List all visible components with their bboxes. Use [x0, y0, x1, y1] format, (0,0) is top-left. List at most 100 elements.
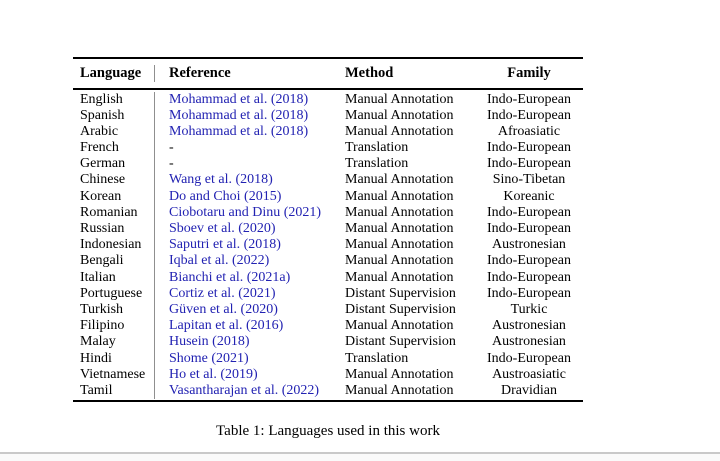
table-row: Tamil Vasantharajan et al. (2022) Manual… [73, 382, 583, 400]
reference-cell: Bianchi et al. (2021a) [155, 270, 345, 286]
citation-link[interactable]: Mohammad et al. (2018) [169, 123, 309, 139]
method-cell: Manual Annotation [345, 107, 454, 123]
family-cell: Indo-European [487, 285, 571, 301]
table-row: Filipino Lapitan et al. (2016) Manual An… [73, 318, 583, 335]
family-cell: Indo-European [487, 156, 571, 172]
citation-link[interactable]: Iqbal et al. (2022) [169, 253, 270, 269]
reference-cell: Sboev et al. (2020) [155, 221, 345, 237]
table-row: Russian Sboev et al. (2020) Manual Annot… [73, 221, 583, 238]
language-cell: Hindi [73, 350, 155, 367]
family-cell: Dravidian [501, 382, 557, 398]
language-cell: French [73, 140, 155, 157]
method-cell: Manual Annotation [345, 204, 454, 220]
citation-link[interactable]: Do and Choi (2015) [169, 188, 282, 204]
column-header-language: Language [73, 65, 155, 82]
language-cell: Indonesian [73, 237, 155, 254]
table-body: English Mohammad et al. (2018) Manual An… [73, 90, 583, 401]
column-header-family: Family [507, 65, 551, 81]
reference-cell: Ho et al. (2019) [155, 367, 345, 383]
method-cell: Manual Annotation [345, 253, 454, 269]
method-cell: Manual Annotation [345, 91, 454, 107]
method-cell: Manual Annotation [345, 237, 454, 253]
language-cell: Russian [73, 221, 155, 238]
citation-link[interactable]: Ciobotaru and Dinu (2021) [169, 204, 322, 220]
column-header-method: Method [345, 65, 394, 81]
citation-link[interactable]: Bianchi et al. (2021a) [169, 269, 291, 285]
method-cell: Distant Supervision [345, 285, 456, 301]
table-row: Spanish Mohammad et al. (2018) Manual An… [73, 107, 583, 124]
method-cell: Translation [345, 156, 409, 172]
citation-link[interactable]: Saputri et al. (2018) [169, 237, 281, 253]
table-caption: Table 1: Languages used in this work [216, 423, 440, 440]
citation-link[interactable]: Wang et al. (2018) [169, 172, 273, 188]
method-cell: Manual Annotation [345, 188, 454, 204]
language-cell: German [73, 156, 155, 173]
column-header-reference: Reference [169, 65, 231, 81]
family-cell: Indo-European [487, 253, 571, 269]
family-cell: Turkic [510, 301, 548, 317]
reference-cell: Ciobotaru and Dinu (2021) [155, 205, 345, 221]
reference-cell: Lapitan et al. (2016) [155, 318, 345, 334]
no-reference-dash: - [169, 140, 174, 156]
citation-link[interactable]: Güven et al. (2020) [169, 301, 278, 317]
reference-cell: Vasantharajan et al. (2022) [155, 383, 345, 399]
table-row: Indonesian Saputri et al. (2018) Manual … [73, 237, 583, 254]
table-bottom-rule [73, 400, 583, 403]
citation-link[interactable]: Mohammad et al. (2018) [169, 91, 309, 107]
family-cell: Austronesian [492, 237, 566, 253]
family-cell: Sino-Tibetan [492, 172, 566, 188]
citation-link[interactable]: Husein (2018) [169, 334, 250, 350]
reference-cell: Mohammad et al. (2018) [155, 92, 345, 108]
family-cell: Indo-European [487, 91, 571, 107]
language-cell: Vietnamese [73, 366, 155, 383]
table-row: Korean Do and Choi (2015) Manual Annotat… [73, 188, 583, 205]
language-cell: Korean [73, 188, 155, 205]
method-cell: Manual Annotation [345, 172, 454, 188]
method-cell: Manual Annotation [345, 269, 454, 285]
table-row: Bengali Iqbal et al. (2022) Manual Annot… [73, 253, 583, 270]
language-cell: Romanian [73, 204, 155, 222]
reference-cell: Wang et al. (2018) [155, 172, 345, 188]
language-cell: Portuguese [73, 285, 155, 302]
reference-cell: Husein (2018) [155, 334, 345, 350]
reference-cell: Cortiz et al. (2021) [155, 286, 345, 302]
language-cell: Chinese [73, 172, 155, 189]
table-row: Chinese Wang et al. (2018) Manual Annota… [73, 172, 583, 189]
table-header-rule [73, 88, 583, 90]
citation-link[interactable]: Cortiz et al. (2021) [169, 285, 276, 301]
language-cell: English [73, 91, 155, 108]
table-row: Malay Husein (2018) Distant Supervision … [73, 334, 583, 351]
family-cell: Indo-European [487, 221, 571, 236]
method-cell: Manual Annotation [345, 221, 454, 236]
citation-link[interactable]: Sboev et al. (2020) [169, 221, 276, 236]
citation-link[interactable]: Shome (2021) [169, 350, 249, 366]
table-row: Turkish Güven et al. (2020) Distant Supe… [73, 301, 583, 319]
table-row: French - Translation Indo-European [73, 140, 583, 157]
citation-link[interactable]: Lapitan et al. (2016) [169, 318, 284, 334]
method-cell: Manual Annotation [345, 382, 454, 398]
family-cell: Indo-European [487, 350, 571, 366]
table-row: Romanian Ciobotaru and Dinu (2021) Manua… [73, 204, 583, 222]
family-cell: Austroasiatic [492, 366, 566, 382]
citation-link[interactable]: Mohammad et al. (2018) [169, 107, 309, 123]
citation-link[interactable]: Vasantharajan et al. (2022) [169, 382, 320, 398]
family-cell: Koreanic [503, 188, 555, 204]
language-cell: Italian [73, 269, 155, 286]
family-cell: Afroasiatic [497, 123, 561, 139]
table-top-rule [73, 57, 583, 59]
citation-link[interactable]: Ho et al. (2019) [169, 366, 258, 382]
no-reference-dash: - [169, 156, 174, 172]
language-cell: Arabic [73, 123, 155, 141]
family-cell: Indo-European [487, 269, 571, 285]
page-edge-line [0, 452, 720, 454]
language-cell: Tamil [73, 382, 155, 400]
reference-cell: Saputri et al. (2018) [155, 237, 345, 253]
table-row: German - Translation Indo-European [73, 156, 583, 173]
method-cell: Distant Supervision [345, 334, 456, 350]
table-row: English Mohammad et al. (2018) Manual An… [73, 91, 583, 108]
table-header-row: Language Reference Method Family [73, 59, 583, 88]
language-cell: Filipino [73, 318, 155, 335]
reference-cell: Mohammad et al. (2018) [155, 108, 345, 124]
reference-cell: Shome (2021) [155, 351, 345, 367]
